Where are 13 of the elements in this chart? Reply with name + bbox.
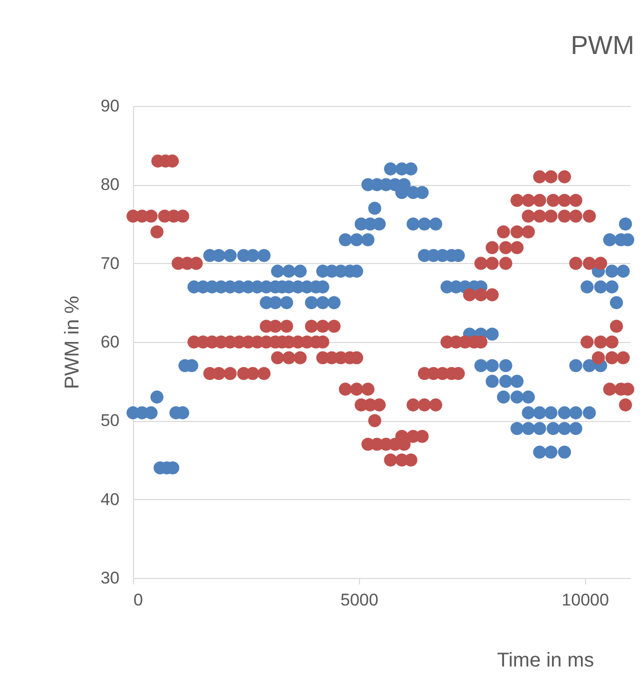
y-tick-label: 70 [100, 254, 120, 273]
y-tick-label: 80 [100, 175, 120, 194]
x-axis-title: Time in ms [496, 650, 594, 672]
y-tick-label: 90 [100, 96, 120, 116]
x-tick-label: 0 [134, 590, 143, 610]
y-axis-title: PWM in % [62, 296, 84, 390]
y-tick-label: 60 [100, 332, 120, 352]
y-tick-label: 50 [100, 411, 120, 430]
y-tick-label: 40 [100, 490, 120, 509]
x-tick-label: 5000 [340, 590, 378, 610]
x-tick-label: 10000 [562, 590, 609, 610]
y-tick-label: 30 [100, 568, 120, 588]
chart-title: PWM [570, 30, 634, 60]
